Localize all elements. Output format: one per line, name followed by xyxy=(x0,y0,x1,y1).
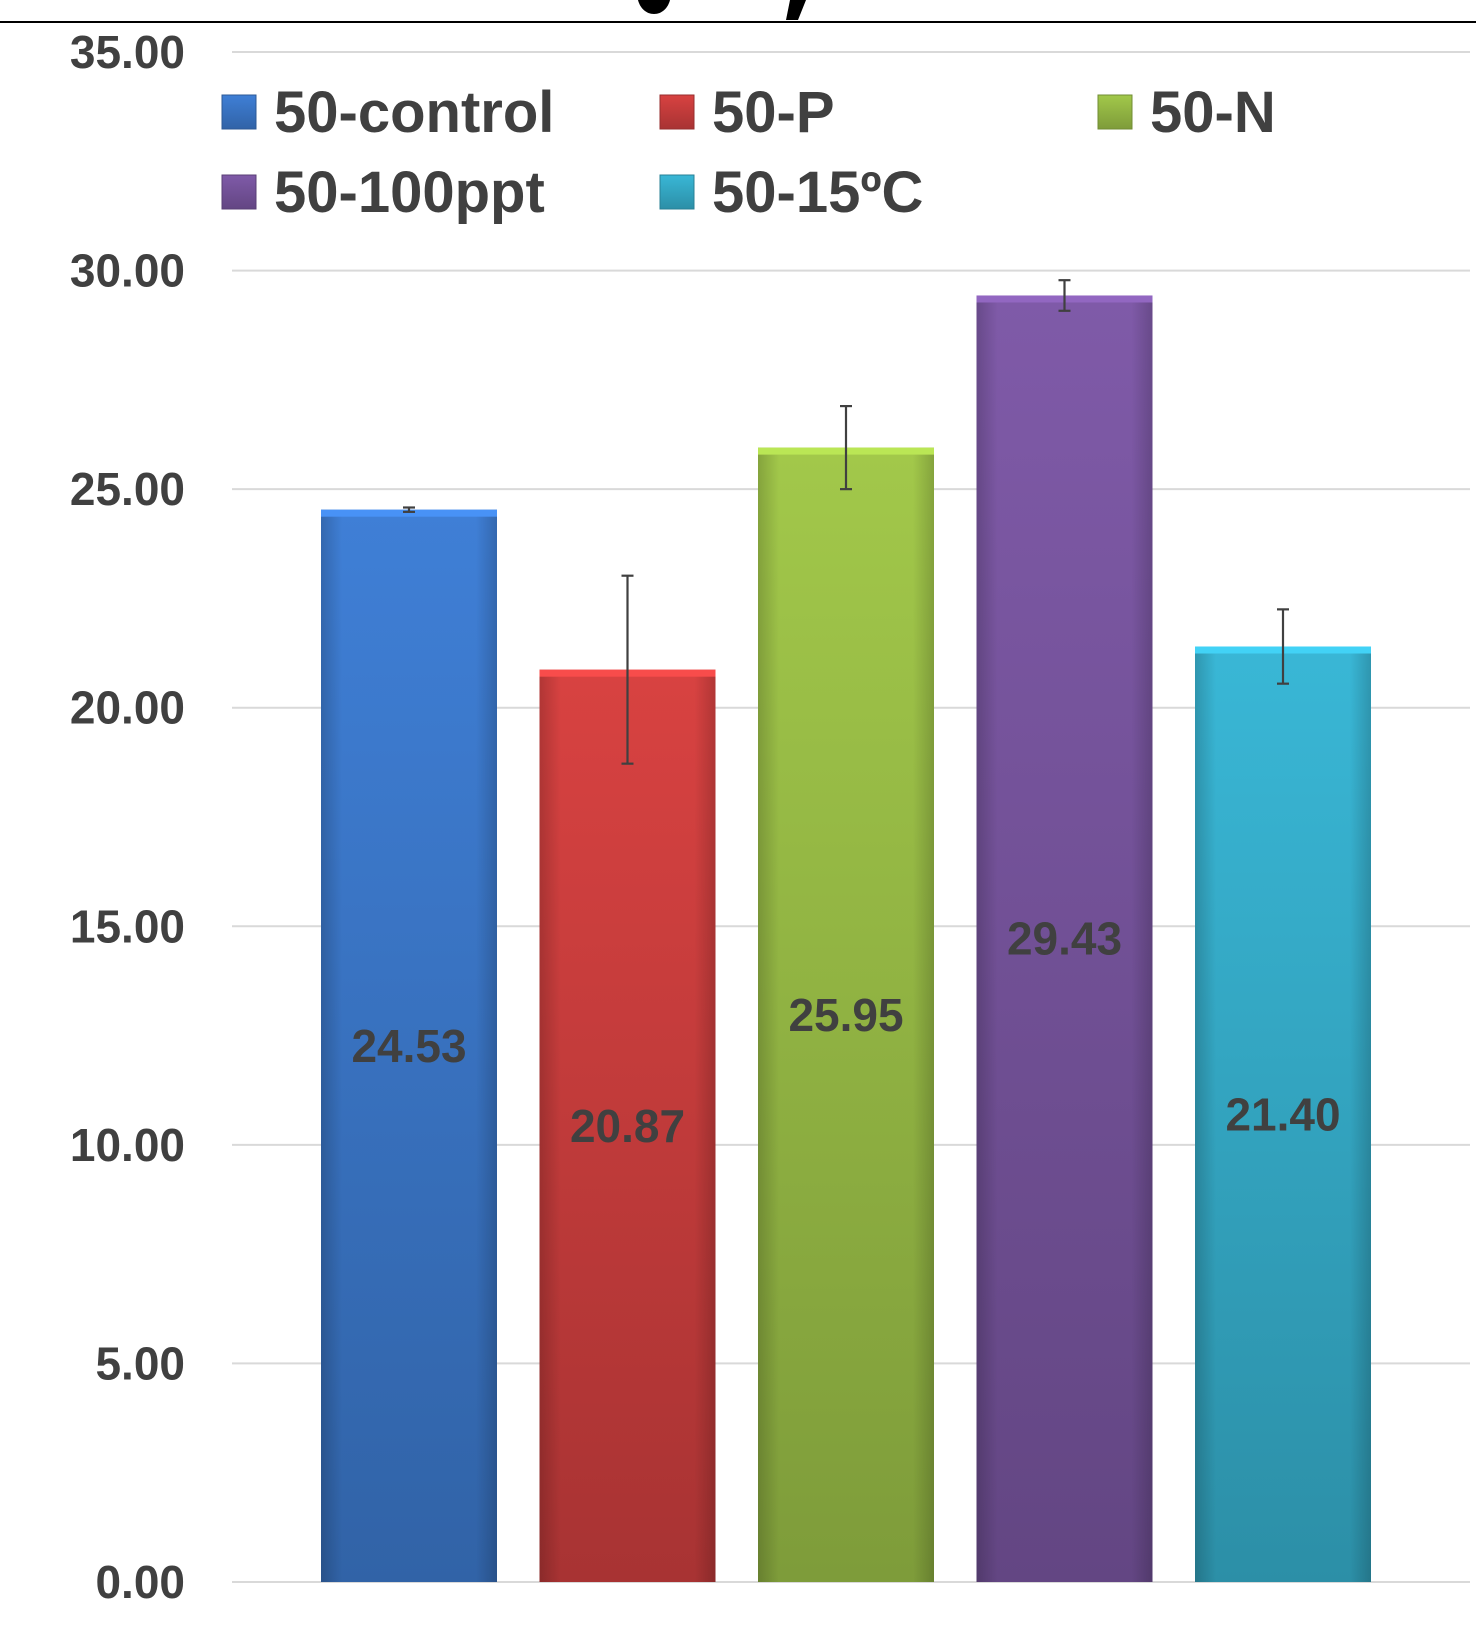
legend: 50-control 50-P 50-N 50-100ppt 50-15ºC xyxy=(221,80,1276,225)
data-label: 20.87 xyxy=(570,1100,685,1152)
legend-label: 50-N xyxy=(1150,80,1276,145)
bar-shading xyxy=(976,295,1153,1583)
data-label: 29.43 xyxy=(1007,913,1122,965)
error-bars xyxy=(403,279,1289,765)
y-tick-label: 5.00 xyxy=(95,1337,185,1389)
error-bar xyxy=(1058,279,1071,312)
bar-50-15-c xyxy=(1195,646,1371,1582)
y-axis: 0.00 5.00 10.00 15.00 20.00 25.00 30.00 35.00 xyxy=(70,26,185,1608)
y-tick-label: 35.00 xyxy=(70,26,185,78)
y-tick-label: 0.00 xyxy=(95,1556,185,1608)
legend-label: 50-100ppt xyxy=(274,160,545,225)
data-label: 25.95 xyxy=(788,989,903,1041)
bar-50-control xyxy=(321,509,497,1582)
legend-item: 50-control xyxy=(221,80,554,145)
bar-shading xyxy=(758,447,934,1583)
legend-label: 50-control xyxy=(274,80,554,145)
legend-item: 50-N xyxy=(1097,80,1276,145)
legend-swatch xyxy=(1097,94,1133,130)
y-tick-label: 25.00 xyxy=(70,463,185,515)
legend-item: 50-P xyxy=(659,80,835,145)
y-tick-label: 10.00 xyxy=(70,1119,185,1171)
y-tick-label: 30.00 xyxy=(70,245,185,297)
legend-swatch xyxy=(659,174,695,210)
error-bar xyxy=(403,506,415,513)
legend-label: 50-15ºC xyxy=(712,160,923,225)
data-labels: 24.53 20.87 25.95 29.43 21.40 xyxy=(351,913,1340,1152)
bar-50-100ppt xyxy=(976,295,1153,1583)
bar-shading xyxy=(321,509,497,1582)
y-tick-label: 20.00 xyxy=(70,682,185,734)
title-remnant xyxy=(638,0,806,20)
legend-item: 50-100ppt xyxy=(221,160,545,225)
legend-swatch xyxy=(221,174,257,210)
data-label: 21.40 xyxy=(1225,1088,1340,1140)
error-bar xyxy=(840,404,852,491)
error-bar xyxy=(1277,608,1289,685)
legend-swatch xyxy=(659,94,695,130)
bar-shading xyxy=(1195,646,1371,1582)
error-bar xyxy=(621,574,634,765)
legend-item: 50-15ºC xyxy=(659,160,923,225)
legend-label: 50-P xyxy=(712,80,835,145)
data-label: 24.53 xyxy=(351,1020,466,1072)
bars xyxy=(321,295,1371,1583)
bar-50-p xyxy=(539,669,716,1582)
bar-50-n xyxy=(758,447,934,1583)
bar-shading xyxy=(539,669,716,1582)
y-tick-label: 15.00 xyxy=(70,900,185,952)
bar-top-highlight xyxy=(321,509,497,517)
legend-swatch xyxy=(221,94,257,130)
